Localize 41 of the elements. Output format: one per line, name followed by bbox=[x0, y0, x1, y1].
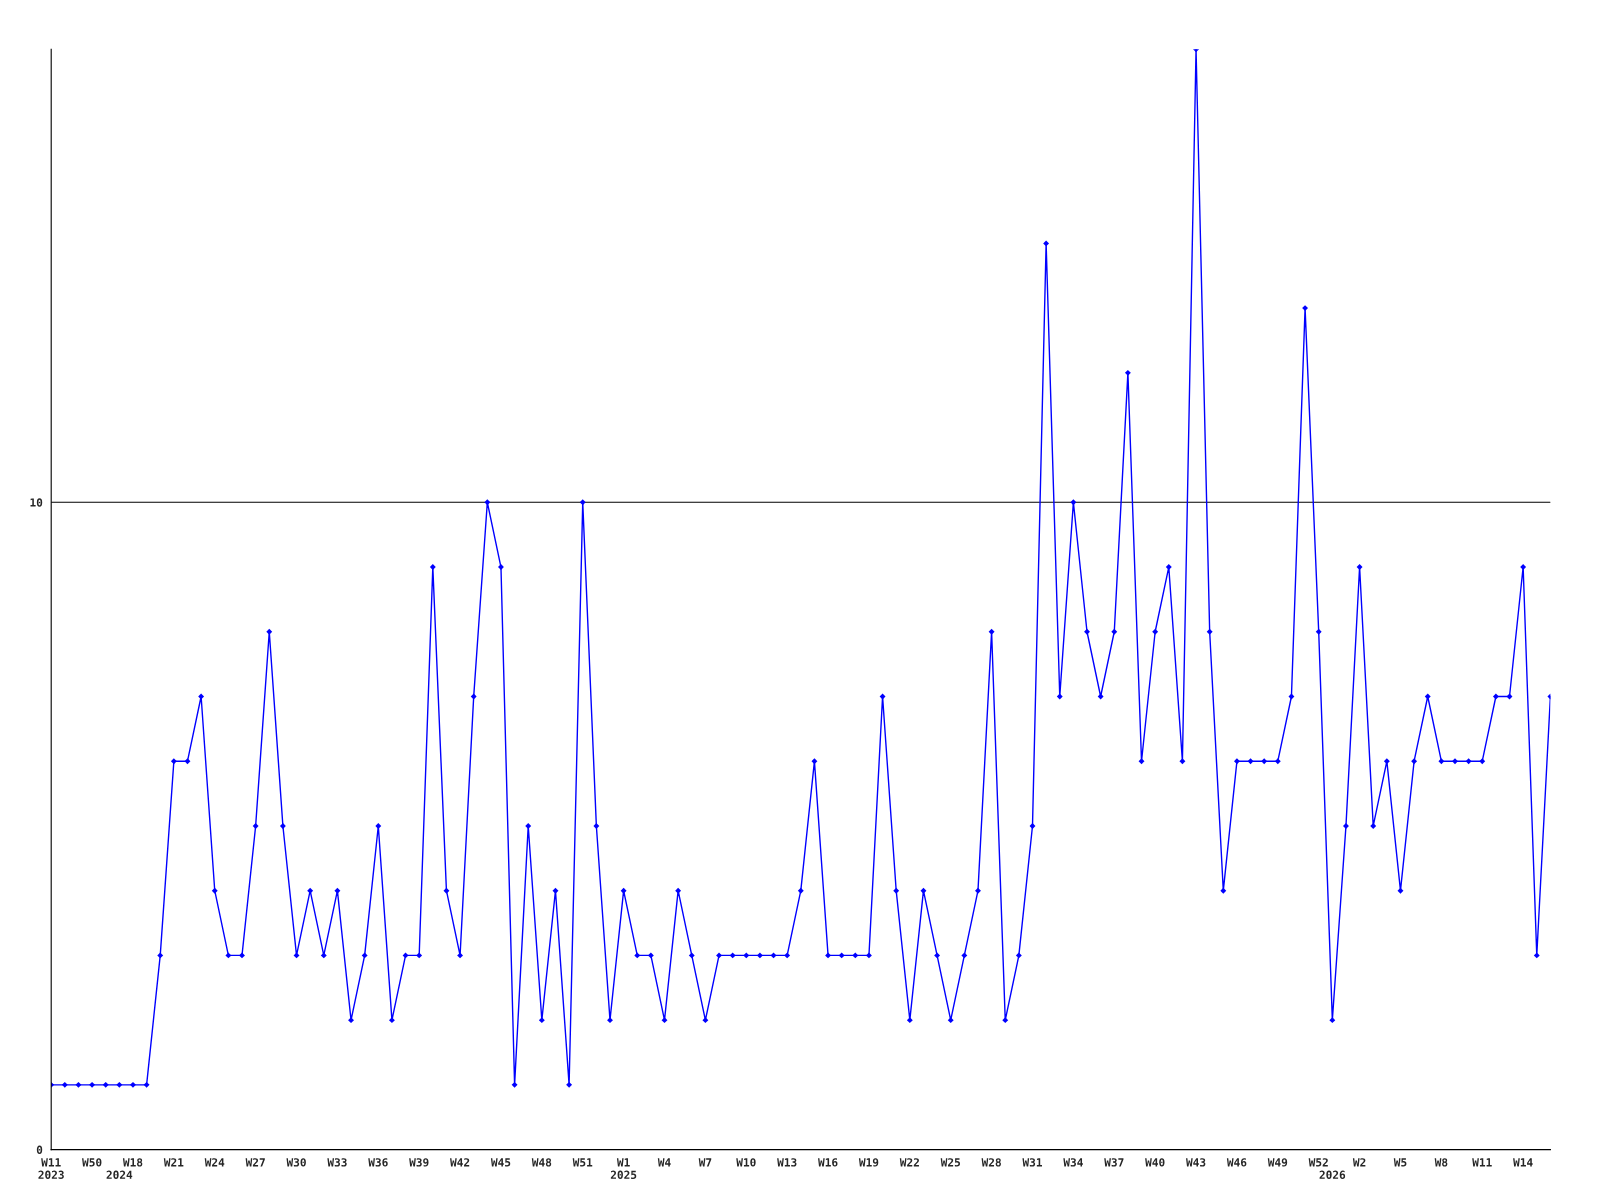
x-tick-label: W18 bbox=[122, 1158, 143, 1167]
x-tick-label: W52 bbox=[1308, 1158, 1328, 1167]
x-tick-label: W42 bbox=[450, 1158, 470, 1167]
y-tick-label: 10 bbox=[30, 498, 43, 507]
x-tick-label: W27 bbox=[245, 1158, 265, 1167]
x-tick-label: W37 bbox=[1104, 1158, 1124, 1167]
x-tick-label: W25 bbox=[940, 1158, 960, 1167]
x-tick-label: W10 bbox=[736, 1158, 756, 1167]
x-tick-label: W43 bbox=[1186, 1158, 1206, 1167]
x-tick-label: W5 bbox=[1393, 1158, 1407, 1167]
x-tick-label: W48 bbox=[531, 1158, 552, 1167]
x-tick-label: W22 bbox=[899, 1158, 919, 1167]
x-tick-label: W30 bbox=[286, 1158, 306, 1167]
x-tick-label: W28 bbox=[981, 1158, 1001, 1167]
x-tick-label: W33 bbox=[327, 1158, 347, 1167]
x-tick-label: W51 bbox=[572, 1158, 593, 1167]
x-tick-label: W11 bbox=[1472, 1158, 1492, 1167]
x-tick-label: W16 bbox=[818, 1158, 838, 1167]
x-tick-label: W31 bbox=[1022, 1158, 1042, 1167]
x-tick-label: W19 bbox=[858, 1158, 879, 1167]
x-tick-label: W7 bbox=[698, 1158, 712, 1167]
x-tick-label: W11 2023 bbox=[38, 1158, 64, 1179]
x-tick-label: W36 bbox=[368, 1158, 388, 1167]
x-tick-label: W50 bbox=[82, 1158, 102, 1167]
x-tick-label: W46 bbox=[1226, 1158, 1247, 1167]
x-tick-label: W1 2025 bbox=[610, 1158, 637, 1179]
x-tick-label: W2 bbox=[1352, 1158, 1366, 1167]
y-tick-label: 0 bbox=[36, 1145, 43, 1154]
x-tick-label: W39 bbox=[409, 1158, 429, 1167]
x-tick-label: W45 bbox=[490, 1158, 511, 1167]
x-tick-label: W13 bbox=[777, 1158, 797, 1167]
x-tick-label: 2024 bbox=[106, 1170, 133, 1179]
x-tick-label: W14 bbox=[1513, 1158, 1533, 1167]
x-tick-label: W49 bbox=[1267, 1158, 1288, 1167]
x-tick-label: W8 bbox=[1434, 1158, 1448, 1167]
x-tick-label: 2026 bbox=[1319, 1170, 1346, 1179]
x-tick-label: W34 bbox=[1063, 1158, 1083, 1167]
x-tick-label: W21 bbox=[163, 1158, 184, 1167]
x-tick-label: W40 bbox=[1145, 1158, 1165, 1167]
x-tick-label: W24 bbox=[204, 1158, 225, 1167]
x-tick-label: W4 bbox=[657, 1158, 671, 1167]
